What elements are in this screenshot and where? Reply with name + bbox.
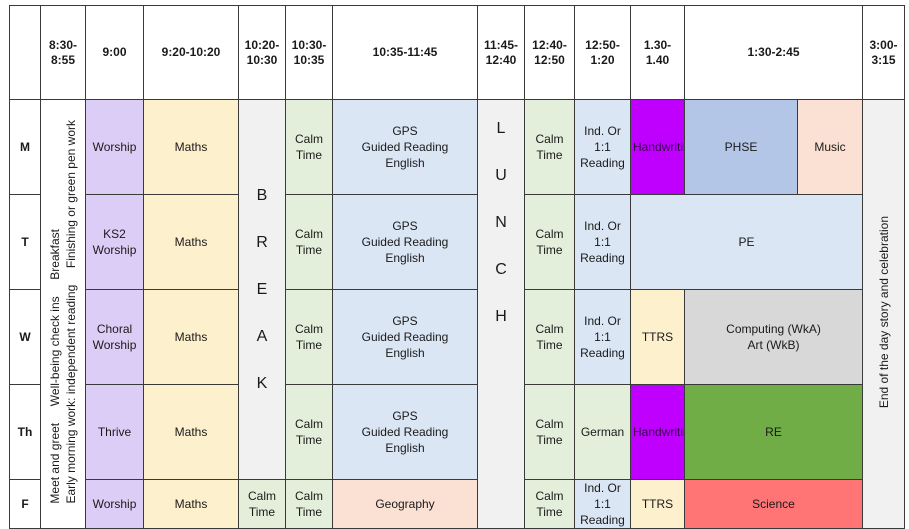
time-header: 8:30- 8:55 xyxy=(40,5,86,100)
day-label: W xyxy=(9,289,41,385)
time-header: 1.30- 1.40 xyxy=(630,5,685,100)
worship-cell: Worship xyxy=(85,99,144,195)
time-header: 9:00 xyxy=(85,5,144,100)
calm-time-cell: Calm Time xyxy=(285,479,333,529)
day-label: M xyxy=(9,99,41,195)
break-letter: A xyxy=(256,328,268,345)
break-letter: B xyxy=(256,187,268,204)
reading-cell: Ind. Or 1:1 Reading xyxy=(574,479,631,529)
calm-time-cell: Calm Time xyxy=(285,384,333,480)
maths-cell: Maths xyxy=(143,99,239,195)
lunch-letter: L xyxy=(496,120,506,137)
time-header: 10:30- 10:35 xyxy=(285,5,333,100)
english-block-cell: GPS Guided Reading English xyxy=(332,99,478,195)
music-cell: Music xyxy=(797,99,863,195)
break-letter: K xyxy=(256,375,268,392)
reading-cell: Ind. Or 1:1 Reading xyxy=(574,289,631,385)
row-friday: F Worship Maths Calm Time Calm Time Geog… xyxy=(9,479,905,529)
time-header: 10:20- 10:30 xyxy=(238,5,286,100)
calm-time-cell: Calm Time xyxy=(524,479,575,529)
calm-time-cell: Calm Time xyxy=(238,479,286,529)
pe-cell: PE xyxy=(630,194,863,290)
lunch-block: L U N C H xyxy=(477,99,525,529)
maths-cell: Maths xyxy=(143,479,239,529)
science-cell: Science xyxy=(684,479,863,529)
header-row: 8:30- 8:55 9:00 9:20-10:20 10:20- 10:30 … xyxy=(9,5,905,100)
timetable: 8:30- 8:55 9:00 9:20-10:20 10:20- 10:30 … xyxy=(9,5,905,529)
time-header: 11:45- 12:40 xyxy=(477,5,525,100)
ttrs-cell: TTRS xyxy=(630,289,685,385)
day-label: F xyxy=(9,479,41,529)
worship-cell: KS2 Worship xyxy=(85,194,144,290)
break-letter: R xyxy=(256,234,268,251)
reading-cell: Ind. Or 1:1 Reading xyxy=(574,99,631,195)
time-header: 9:20-10:20 xyxy=(143,5,239,100)
lunch-letter: U xyxy=(495,167,507,184)
time-header: 3:00- 3:15 xyxy=(862,5,905,100)
geography-cell: Geography xyxy=(332,479,478,529)
english-block-cell: GPS Guided Reading English xyxy=(332,289,478,385)
worship-cell: Choral Worship xyxy=(85,289,144,385)
calm-time-cell: Calm Time xyxy=(524,289,575,385)
calm-time-cell: Calm Time xyxy=(285,194,333,290)
maths-cell: Maths xyxy=(143,289,239,385)
break-letter: E xyxy=(256,281,268,298)
phse-cell: PHSE xyxy=(684,99,798,195)
english-block-cell: GPS Guided Reading English xyxy=(332,194,478,290)
morning-block: Meet and greet Well-being check ins Brea… xyxy=(40,99,86,529)
day-label: T xyxy=(9,194,41,290)
morning-line-2: Early morning work: independent reading … xyxy=(64,120,78,504)
row-wednesday: W Choral Worship Maths Calm Time GPS Gui… xyxy=(9,289,905,385)
row-thursday: Th Thrive Maths Calm Time GPS Guided Rea… xyxy=(9,384,905,480)
time-header: 1:30-2:45 xyxy=(684,5,863,100)
morning-line-1: Meet and greet Well-being check ins Brea… xyxy=(48,229,62,504)
handwriting-cell: Handwriting xyxy=(630,384,685,480)
computing-art-cell: Computing (WkA) Art (WkB) xyxy=(684,289,863,385)
english-block-cell: GPS Guided Reading English xyxy=(332,384,478,480)
calm-time-cell: Calm Time xyxy=(524,99,575,195)
calm-time-cell: Calm Time xyxy=(285,289,333,385)
calm-time-cell: Calm Time xyxy=(524,384,575,480)
row-monday: M Meet and greet Well-being check ins Br… xyxy=(9,99,905,529)
lunch-letter: C xyxy=(495,261,507,278)
day-label: Th xyxy=(9,384,41,480)
end-of-day-text: End of the day story and celebration xyxy=(876,215,891,409)
handwriting-cell: Handwriting xyxy=(630,99,685,195)
break-block: B R E A K xyxy=(238,99,286,480)
ttrs-cell: TTRS xyxy=(630,479,685,529)
reading-cell: Ind. Or 1:1 Reading xyxy=(574,194,631,290)
time-header: 12:50- 1:20 xyxy=(574,5,631,100)
calm-time-cell: Calm Time xyxy=(524,194,575,290)
end-of-day-block: End of the day story and celebration xyxy=(862,99,905,529)
worship-cell: Worship xyxy=(85,479,144,529)
calm-time-cell: Calm Time xyxy=(285,99,333,195)
maths-cell: Maths xyxy=(143,194,239,290)
thrive-cell: Thrive xyxy=(85,384,144,480)
time-header: 12:40- 12:50 xyxy=(524,5,575,100)
maths-cell: Maths xyxy=(143,384,239,480)
lunch-letter: N xyxy=(495,214,507,231)
row-tuesday: T KS2 Worship Maths Calm Time GPS Guided… xyxy=(9,194,905,290)
german-cell: German xyxy=(574,384,631,480)
re-cell: RE xyxy=(684,384,863,480)
lunch-letter: H xyxy=(495,308,507,325)
header-corner xyxy=(9,5,41,100)
time-header: 10:35-11:45 xyxy=(332,5,478,100)
